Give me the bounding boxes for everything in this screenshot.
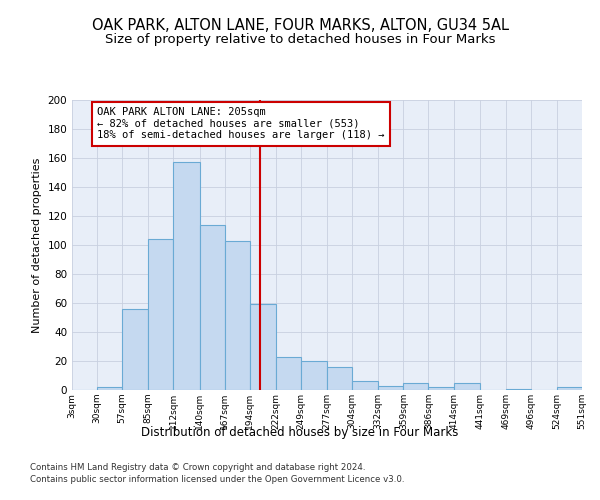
Bar [455,383,479,390]
Bar [276,356,301,390]
Y-axis label: Number of detached properties: Number of detached properties [32,158,42,332]
Bar [301,361,327,390]
Bar [352,382,378,390]
Bar [557,387,582,390]
Bar [403,383,428,390]
Text: OAK PARK, ALTON LANE, FOUR MARKS, ALTON, GU34 5AL: OAK PARK, ALTON LANE, FOUR MARKS, ALTON,… [91,18,509,32]
Bar [148,239,173,390]
Text: Distribution of detached houses by size in Four Marks: Distribution of detached houses by size … [142,426,458,439]
Bar [224,240,250,390]
Bar [506,388,531,390]
Bar [378,386,403,390]
Text: Contains HM Land Registry data © Crown copyright and database right 2024.: Contains HM Land Registry data © Crown c… [30,464,365,472]
Text: OAK PARK ALTON LANE: 205sqm
← 82% of detached houses are smaller (553)
18% of se: OAK PARK ALTON LANE: 205sqm ← 82% of det… [97,108,385,140]
Text: Size of property relative to detached houses in Four Marks: Size of property relative to detached ho… [105,32,495,46]
Bar [97,387,122,390]
Bar [428,387,455,390]
Text: Contains public sector information licensed under the Open Government Licence v3: Contains public sector information licen… [30,475,404,484]
Bar [173,162,199,390]
Bar [122,309,148,390]
Bar [327,367,352,390]
Bar [250,304,276,390]
Bar [199,224,224,390]
